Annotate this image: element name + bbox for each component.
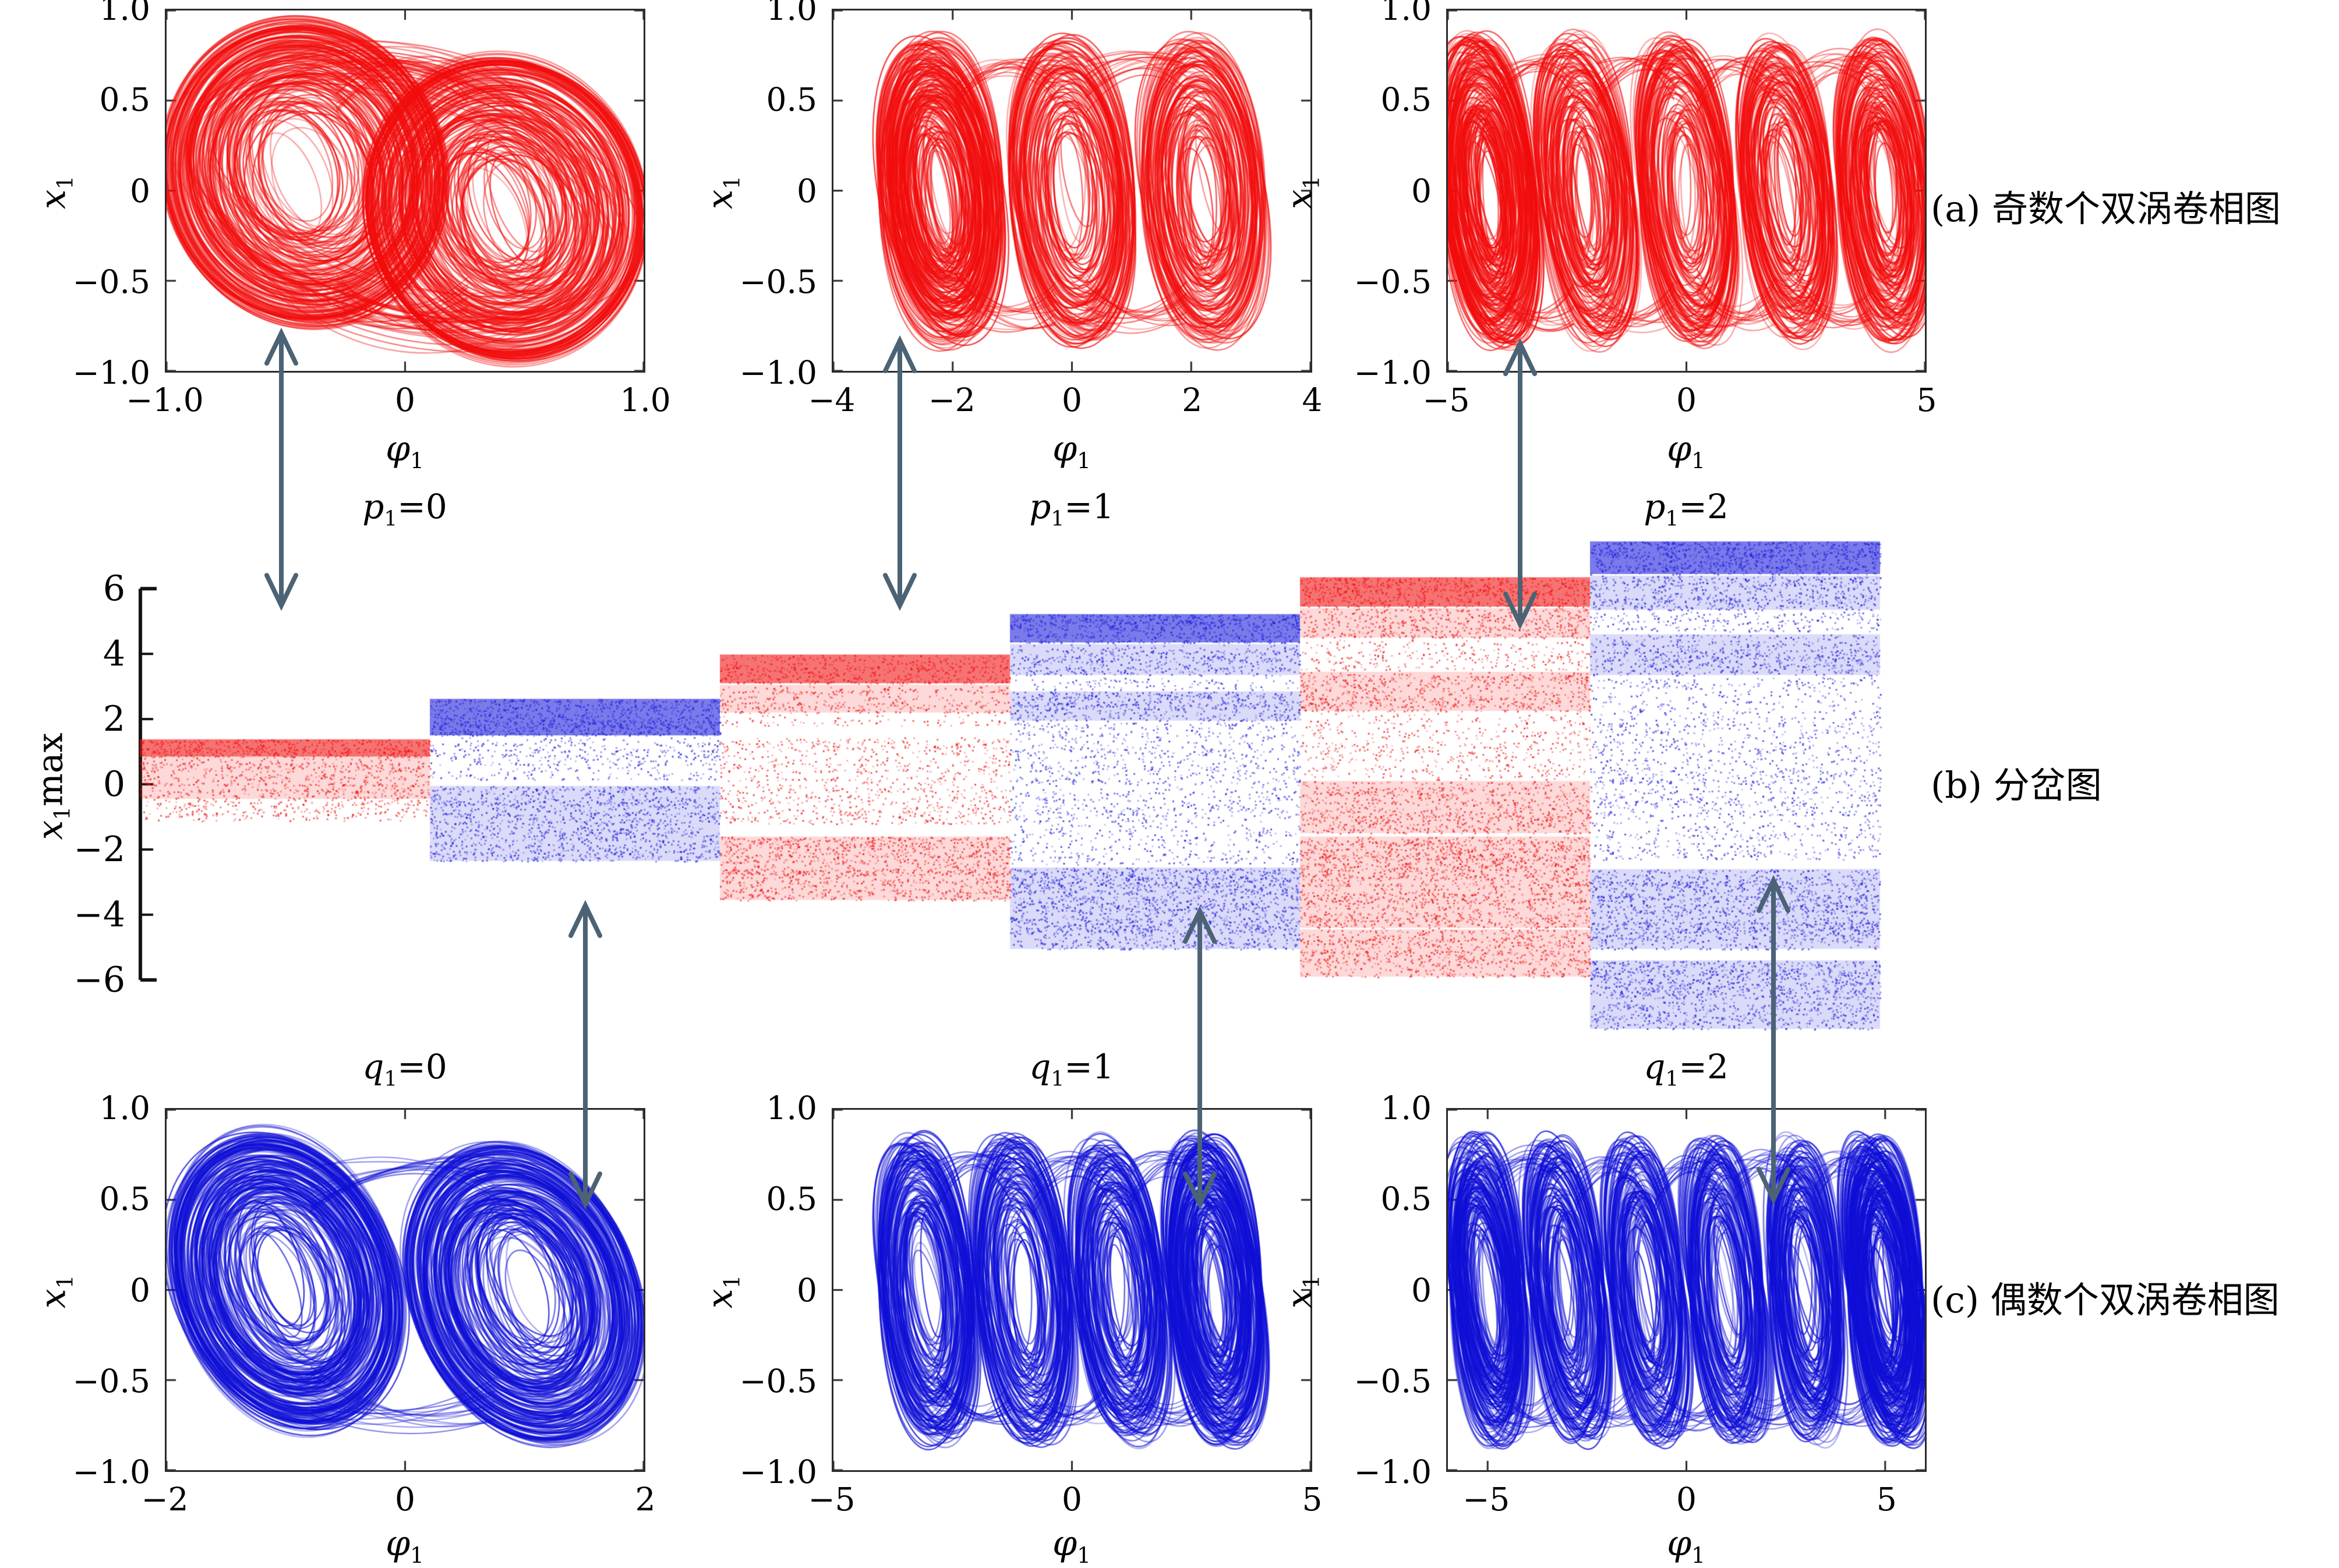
caption-p1-2: p1=2 <box>1644 487 1729 531</box>
bifurcation-y-tick-label: 6 <box>103 568 125 609</box>
phase-canvas-p1-0 <box>167 10 644 371</box>
y-tick-label: 0.5 <box>766 1180 817 1218</box>
bifurcation-y-tick-label: 4 <box>103 633 125 674</box>
phase-canvas-q1-1 <box>833 1110 1310 1470</box>
y-tick-label: 0 <box>797 172 817 210</box>
caption-p1-0: p1=0 <box>362 487 447 531</box>
x-tick-label: −2 <box>928 381 976 419</box>
caption-q1-1: q1=1 <box>1029 1047 1114 1091</box>
bifurcation-y-tick-label: 2 <box>103 699 125 739</box>
y-tick-label: 1.0 <box>766 1089 817 1127</box>
y-tick-label: 0.5 <box>1380 1180 1432 1218</box>
x-tick-label: −2 <box>141 1481 189 1518</box>
y-tick-label: 1.0 <box>766 0 817 27</box>
y-tick-label: 0 <box>1411 1271 1432 1309</box>
phase-plot-q1-2 <box>1446 1108 1927 1472</box>
x-tick-label: −5 <box>808 1481 856 1518</box>
x-tick-label: 0 <box>1062 381 1082 419</box>
y-tick-label: −0.5 <box>1354 263 1432 300</box>
y-tick-label: −0.5 <box>739 263 817 300</box>
bifurcation-y-tick-label: −6 <box>73 960 125 1000</box>
x-tick-label: −4 <box>808 381 856 419</box>
y-tick-label: −0.5 <box>739 1362 817 1400</box>
xaxis-label-q1-2: φ1 <box>1667 1523 1705 1568</box>
phase-plot-q1-0 <box>165 1108 645 1472</box>
y-tick-label: 0 <box>797 1271 817 1309</box>
xaxis-label-q1-0: φ1 <box>386 1523 424 1568</box>
y-tick-label: 0.5 <box>99 1180 150 1218</box>
y-tick-label: 0.5 <box>99 81 150 119</box>
x-tick-label: 0 <box>395 381 415 419</box>
phase-canvas-q1-0 <box>167 1110 644 1470</box>
caption-q1-0: q1=0 <box>362 1047 447 1091</box>
x-tick-label: 0 <box>395 1481 415 1518</box>
y-tick-label: −1.0 <box>72 1453 150 1491</box>
x-tick-label: 0 <box>1062 1481 1082 1518</box>
y-tick-label: 1.0 <box>1380 0 1432 27</box>
x-tick-label: −5 <box>1462 1481 1510 1518</box>
y-tick-label: 0.5 <box>1380 81 1432 119</box>
bifurcation-y-tick-label: −2 <box>73 829 125 870</box>
x-tick-label: 2 <box>1182 381 1203 419</box>
yaxis-label-q1-2: x1 <box>1279 1275 1324 1309</box>
phase-plot-p1-2 <box>1446 9 1927 373</box>
yaxis-label-p1-2: x1 <box>1279 175 1324 210</box>
phase-canvas-p1-2 <box>1448 10 1925 371</box>
y-tick-label: −0.5 <box>72 1362 150 1400</box>
x-tick-label: 5 <box>1876 1481 1897 1518</box>
y-tick-label: −1.0 <box>1354 354 1432 391</box>
x-tick-label: 5 <box>1302 1481 1323 1518</box>
caption-p1-1: p1=1 <box>1029 487 1114 531</box>
bifurcation-y-tick-label: −4 <box>73 894 125 935</box>
bifurcation-y-tick-label: 0 <box>103 764 125 805</box>
phase-plot-q1-1 <box>832 1108 1312 1472</box>
xaxis-label-p1-1: φ1 <box>1052 429 1091 473</box>
x-tick-label: −1.0 <box>126 381 204 419</box>
y-tick-label: −0.5 <box>1354 1362 1432 1400</box>
phase-plot-p1-0 <box>165 9 645 373</box>
y-tick-label: −1.0 <box>1354 1453 1432 1491</box>
y-tick-label: 0 <box>130 1271 150 1309</box>
y-tick-label: −1.0 <box>739 1453 817 1491</box>
y-tick-label: −0.5 <box>72 263 150 300</box>
caption-q1-2: q1=2 <box>1644 1047 1729 1091</box>
x-tick-label: 4 <box>1302 381 1323 419</box>
x-tick-label: −5 <box>1422 381 1470 419</box>
y-tick-label: 0.5 <box>766 81 817 119</box>
x-tick-label: 0 <box>1676 1481 1697 1518</box>
xaxis-label-p1-2: φ1 <box>1667 429 1705 473</box>
x-tick-label: 5 <box>1916 381 1937 419</box>
y-tick-label: 1.0 <box>99 0 150 27</box>
x-tick-label: 0 <box>1676 381 1697 419</box>
y-tick-label: 0 <box>130 172 150 210</box>
bifurcation-diagram-canvas <box>138 512 1886 1048</box>
x-tick-label: 1.0 <box>620 381 671 419</box>
xaxis-label-p1-0: φ1 <box>386 429 424 473</box>
xaxis-label-q1-1: φ1 <box>1052 1523 1091 1568</box>
y-tick-label: 1.0 <box>1380 1089 1432 1127</box>
panel-label-a: (a) 奇数个双涡卷相图 <box>1931 187 2281 230</box>
y-tick-label: −1.0 <box>72 354 150 391</box>
phase-plot-p1-1 <box>832 9 1312 373</box>
panel-label-c: (c) 偶数个双涡卷相图 <box>1931 1279 2280 1321</box>
y-tick-label: 1.0 <box>99 1089 150 1127</box>
phase-canvas-p1-1 <box>833 10 1310 371</box>
y-tick-label: 0 <box>1411 172 1432 210</box>
phase-canvas-q1-2 <box>1448 1110 1925 1470</box>
panel-label-b: (b) 分岔图 <box>1931 764 2102 806</box>
x-tick-label: 2 <box>635 1481 656 1518</box>
y-tick-label: −1.0 <box>739 354 817 391</box>
